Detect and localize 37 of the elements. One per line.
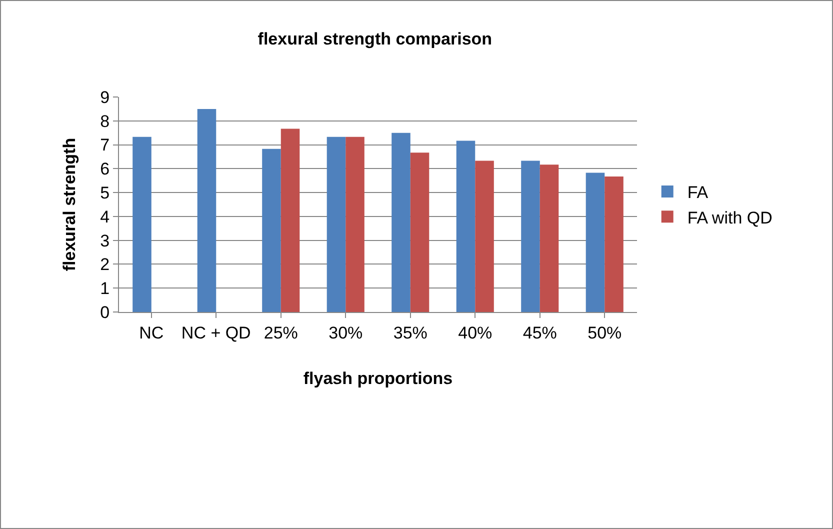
y-tick-label: 4: [100, 207, 110, 226]
bar: [456, 140, 476, 312]
x-tick-label: 35%: [393, 323, 428, 342]
bar: [392, 132, 410, 312]
y-tick-label: 5: [100, 184, 110, 203]
y-tick-label: 7: [100, 136, 110, 155]
bar: [604, 176, 624, 312]
x-tick-label: 45%: [522, 323, 557, 342]
bar: [280, 128, 300, 312]
bar: [346, 136, 364, 312]
bar: [262, 148, 281, 312]
bar: [197, 108, 216, 312]
y-tick-label: 1: [100, 279, 110, 298]
bar: [540, 164, 559, 312]
y-tick-label: 9: [100, 88, 110, 107]
x-tick-label: NC + QD: [181, 323, 251, 342]
legend-label: FA with QD: [687, 208, 772, 228]
y-tick-label: 0: [100, 302, 110, 322]
bar: [326, 136, 346, 312]
bar: [586, 172, 605, 312]
bar: [475, 160, 494, 312]
x-tick-label: 25%: [264, 323, 298, 342]
y-axis-title: flexural strength: [60, 138, 79, 272]
bar: [521, 160, 540, 312]
chart-title: flexural strength comparison: [258, 30, 492, 49]
bar: [410, 152, 430, 312]
x-axis-title: flyash proportions: [303, 368, 453, 388]
x-tick-label: 50%: [588, 323, 622, 342]
legend-label: FA: [687, 183, 709, 202]
bar: [132, 136, 152, 312]
x-tick-label: 30%: [328, 323, 363, 342]
x-tick-label: 40%: [458, 323, 492, 342]
y-tick-label: 6: [100, 160, 110, 179]
x-tick-label: NC: [139, 323, 164, 342]
y-tick-label: 2: [100, 255, 110, 274]
y-tick-label: 8: [100, 112, 110, 131]
y-tick-label: 3: [100, 231, 110, 250]
